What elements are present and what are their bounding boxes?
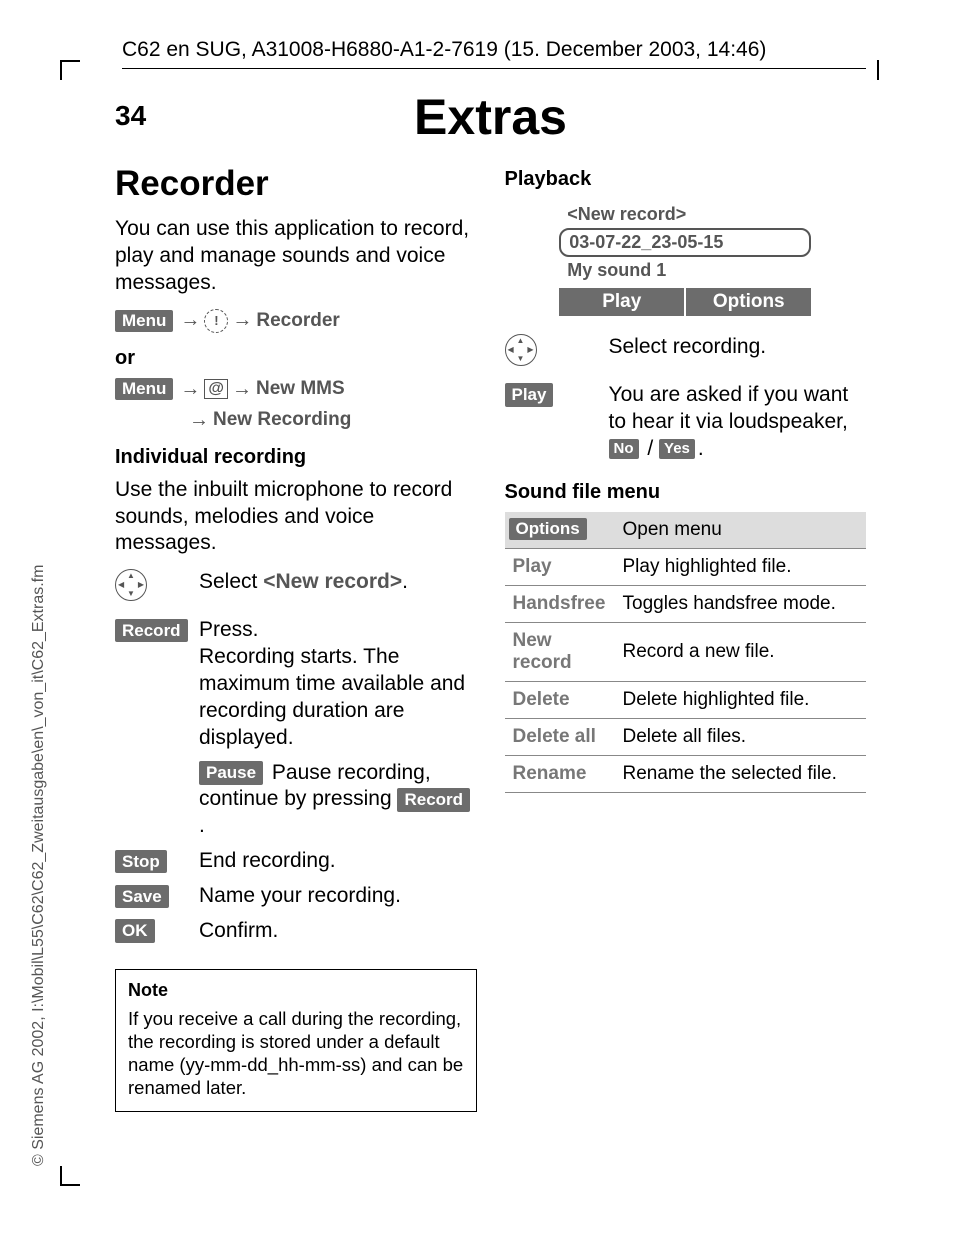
new-record-label: <New record> — [263, 570, 402, 593]
phone-screen: <New record> 03-07-22_23-05-15 My sound … — [559, 201, 811, 316]
note-box: Note If you receive a call during the re… — [115, 969, 477, 1113]
nav-path-2b: → New Recording — [115, 409, 477, 432]
extras-icon: ! — [204, 309, 228, 333]
play-desc: You are asked if you want to hear it via… — [609, 382, 867, 463]
menu-play-desc: Play highlighted file. — [615, 548, 867, 585]
save-key: Save — [115, 885, 169, 909]
menu-key: Menu — [115, 310, 173, 332]
nav-recorder: Recorder — [256, 310, 339, 332]
record-key: Record — [115, 619, 188, 643]
right-column: Playback <New record> 03-07-22_23-05-15 … — [505, 164, 867, 1112]
menu-rename-desc: Rename the selected file. — [615, 755, 867, 792]
menu-delete: Delete — [505, 681, 615, 718]
or-label: or — [115, 347, 477, 370]
menu-play: Play — [505, 548, 615, 585]
nav-key-icon: ◀▶ — [115, 569, 147, 601]
page-title: Extras — [115, 88, 866, 146]
stop-desc: End recording. — [199, 848, 477, 875]
intro-text: You can use this application to record, … — [115, 216, 477, 297]
stop-key: Stop — [115, 850, 167, 874]
individual-recording-heading: Individual recording — [115, 446, 477, 469]
menu-new-record-desc: Record a new file. — [615, 622, 867, 681]
options-key: Options — [509, 518, 587, 540]
menu-key-2: Menu — [115, 378, 173, 400]
phone-softkey-play: Play — [559, 288, 686, 316]
header-line: C62 en SUG, A31008-H6880-A1-2-7619 (15. … — [122, 38, 866, 69]
record-key-2: Record — [397, 788, 470, 812]
left-column: Recorder You can use this application to… — [115, 164, 477, 1112]
options-menu-table: Options Open menu PlayPlay highlighted f… — [505, 512, 867, 793]
menu-delete-all-desc: Delete all files. — [615, 718, 867, 755]
section-recorder: Recorder — [115, 164, 477, 204]
select-recording-text: Select recording. — [609, 334, 867, 361]
individual-recording-text: Use the inbuilt microphone to record sou… — [115, 477, 477, 558]
nav-key-icon-2: ◀▶ — [505, 334, 537, 366]
no-key: No — [609, 439, 639, 458]
page-number: 34 — [115, 100, 146, 132]
copyright: © Siemens AG 2002, I:\Mobil\L55\C62\C62_… — [30, 565, 48, 1166]
ok-key: OK — [115, 919, 155, 943]
menu-delete-all: Delete all — [505, 718, 615, 755]
nav-path-1: Menu → ! → Recorder — [115, 309, 477, 333]
nav-path-2: Menu → @ → New MMS — [115, 378, 477, 401]
select-label: Select — [199, 570, 263, 593]
menu-new-record: New record — [505, 622, 615, 681]
play-key: Play — [505, 383, 554, 407]
menu-delete-desc: Delete highlighted file. — [615, 681, 867, 718]
note-title: Note — [128, 980, 464, 1001]
messages-icon: @ — [204, 379, 228, 399]
note-body: If you receive a call during the recordi… — [128, 1007, 464, 1100]
phone-softkey-options: Options — [686, 288, 811, 316]
menu-rename: Rename — [505, 755, 615, 792]
phone-row-selected: 03-07-22_23-05-15 — [559, 228, 811, 257]
pause-key: Pause — [199, 761, 263, 785]
nav-new-mms: New MMS — [256, 378, 345, 400]
ok-desc: Confirm. — [199, 918, 477, 945]
pause-desc: Pause Pause recording, continue by press… — [199, 760, 477, 841]
record-desc: Press. Recording starts. The maximum tim… — [199, 617, 477, 751]
phone-row-1: <New record> — [559, 201, 811, 228]
menu-handsfree-desc: Toggles handsfree mode. — [615, 585, 867, 622]
playback-heading: Playback — [505, 168, 867, 191]
sound-file-menu-heading: Sound file menu — [505, 481, 867, 504]
yes-key: Yes — [659, 439, 695, 458]
nav-new-recording: New Recording — [213, 409, 351, 431]
open-menu-text: Open menu — [615, 512, 867, 549]
menu-handsfree: Handsfree — [505, 585, 615, 622]
save-desc: Name your recording. — [199, 883, 477, 910]
phone-row-3: My sound 1 — [559, 257, 811, 284]
